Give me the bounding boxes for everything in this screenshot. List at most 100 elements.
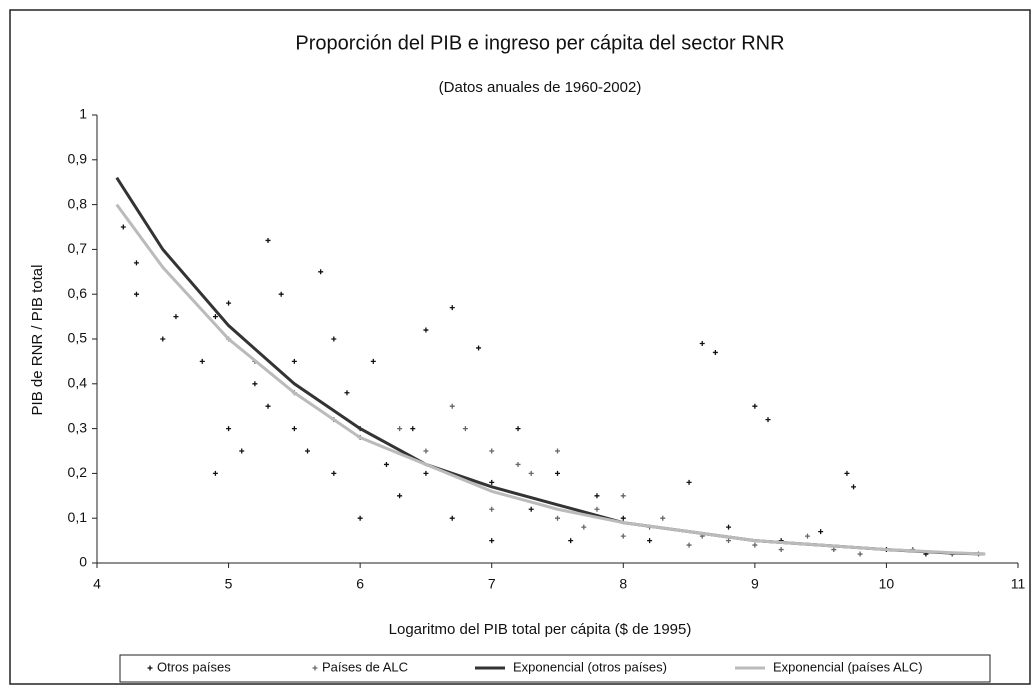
scatter-point (620, 493, 626, 499)
scatter-point (555, 515, 560, 521)
scatter-point (331, 336, 337, 342)
scatter-point (462, 426, 468, 432)
legend-label: Países de ALC (322, 659, 408, 674)
legend-label: Exponencial (otros países) (513, 659, 667, 674)
x-tick-label: 4 (93, 576, 101, 592)
scatter-point (291, 426, 297, 432)
scatter-point (647, 538, 653, 544)
scatter-point (423, 470, 429, 476)
legend (119, 654, 991, 683)
y-tick-label: 0,7 (68, 240, 88, 256)
y-tick-label: 0,8 (68, 195, 88, 211)
scatter-point (620, 515, 626, 521)
legend-swatch (147, 665, 153, 671)
y-tick-label: 0 (79, 554, 87, 570)
scatter-point (252, 381, 258, 387)
scatter-point (226, 426, 232, 432)
scatter-point (265, 403, 271, 409)
scatter-point (357, 515, 363, 521)
y-tick-label: 0,1 (68, 509, 88, 525)
legend-label: Exponencial (países ALC) (773, 659, 923, 674)
scatter-point (383, 461, 389, 467)
scatter-point (449, 403, 455, 409)
scatter-point (515, 426, 521, 432)
scatter-point (291, 358, 297, 364)
y-tick-label: 0,2 (68, 464, 88, 480)
y-tick-label: 0,9 (68, 151, 88, 167)
scatter-point (133, 260, 139, 266)
x-tick-label: 10 (879, 576, 895, 592)
x-tick-label: 8 (619, 576, 627, 592)
scatter-point (397, 493, 403, 499)
scatter-point (489, 448, 495, 454)
scatter-point (851, 484, 857, 490)
scatter-point (489, 506, 495, 512)
y-tick-label: 0,5 (68, 330, 88, 346)
scatter-point (226, 300, 232, 306)
scatter-point (857, 551, 863, 557)
x-tick-label: 7 (488, 576, 496, 592)
scatter-point (555, 448, 560, 454)
scatter-point (410, 426, 416, 432)
scatter-point (489, 538, 495, 544)
scatter-point (423, 448, 429, 454)
scatter-point (844, 470, 850, 476)
chart-frame (9, 9, 1031, 685)
y-tick-label: 0,6 (68, 285, 88, 301)
x-tick-label: 9 (751, 576, 759, 592)
scatter-point (568, 538, 574, 544)
scatter-point (752, 403, 758, 409)
scatter-point (265, 237, 271, 243)
scatter-point (712, 349, 718, 355)
y-axis-label: PIB de RNR / PIB total (29, 265, 46, 416)
scatter-point (212, 314, 218, 320)
x-axis-label: Logaritmo del PIB total per cápita ($ de… (389, 621, 692, 638)
trend-line (115, 176, 986, 556)
scatter-point (594, 506, 600, 512)
trend-line (115, 203, 986, 556)
scatter-point (686, 479, 692, 485)
scatter-point (818, 529, 824, 535)
scatter-point (344, 390, 350, 396)
scatter-point (278, 291, 284, 297)
scatter-point (831, 547, 837, 553)
scatter-point (305, 448, 311, 454)
y-tick-label: 1 (79, 106, 87, 122)
scatter-point (160, 336, 166, 342)
scatter-point (686, 542, 692, 548)
scatter-point (318, 269, 324, 275)
scatter-point (489, 479, 495, 485)
scatter-point (370, 358, 376, 364)
scatter-point (699, 340, 705, 346)
y-tick-label: 0,4 (68, 375, 88, 391)
scatter-point (726, 538, 732, 544)
scatter-point (515, 461, 521, 467)
scatter-point (476, 345, 482, 351)
scatter-point (120, 224, 126, 230)
chart-title: Proporción del PIB e ingreso per cápita … (295, 32, 784, 54)
scatter-point (528, 470, 534, 476)
scatter-point (620, 533, 626, 539)
scatter-point (726, 524, 732, 530)
scatter-point (804, 533, 810, 539)
x-tick-label: 6 (356, 576, 364, 592)
scatter-point (581, 524, 587, 530)
legend-label: Otros países (157, 659, 231, 674)
scatter-point (449, 305, 455, 311)
scatter-point (331, 470, 337, 476)
scatter-point (778, 547, 784, 553)
scatter-point (212, 470, 218, 476)
y-tick-label: 0,3 (68, 419, 88, 435)
scatter-point (173, 314, 179, 320)
scatter-point (397, 426, 403, 432)
scatter-point (133, 291, 139, 297)
scatter-point (449, 515, 455, 521)
scatter-point (199, 358, 205, 364)
chart-subtitle: (Datos anuales de 1960-2002) (439, 79, 642, 96)
x-tick-label: 11 (1011, 576, 1026, 592)
legend-swatch (312, 665, 318, 671)
x-tick-label: 5 (225, 576, 233, 592)
scatter-point (765, 417, 771, 423)
scatter-point (528, 506, 534, 512)
